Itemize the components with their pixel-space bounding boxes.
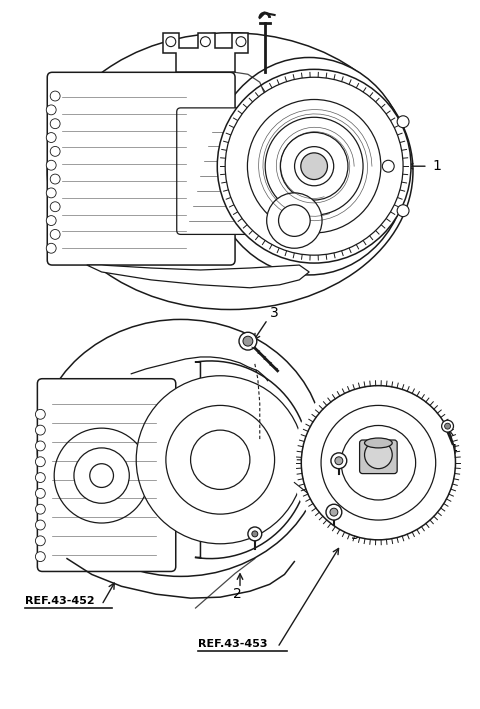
Circle shape: [252, 531, 258, 537]
Circle shape: [301, 386, 456, 540]
Circle shape: [36, 489, 45, 498]
Circle shape: [54, 428, 149, 523]
Circle shape: [331, 453, 347, 469]
Circle shape: [267, 193, 322, 248]
Ellipse shape: [364, 438, 392, 448]
Circle shape: [321, 406, 436, 520]
Circle shape: [201, 37, 210, 47]
Circle shape: [444, 423, 451, 429]
Circle shape: [397, 116, 409, 128]
Circle shape: [248, 527, 262, 541]
Ellipse shape: [210, 57, 408, 275]
Circle shape: [166, 37, 176, 47]
Circle shape: [46, 133, 56, 143]
Circle shape: [46, 188, 56, 198]
Circle shape: [50, 174, 60, 184]
Circle shape: [341, 425, 416, 500]
Circle shape: [50, 91, 60, 101]
Circle shape: [36, 536, 45, 546]
Circle shape: [36, 409, 45, 419]
Circle shape: [36, 425, 45, 435]
Circle shape: [243, 336, 253, 346]
Circle shape: [36, 473, 45, 483]
Circle shape: [50, 119, 60, 128]
Circle shape: [397, 205, 409, 217]
Circle shape: [217, 69, 411, 263]
Circle shape: [90, 464, 113, 488]
Circle shape: [50, 230, 60, 240]
Text: 2: 2: [233, 587, 242, 601]
Ellipse shape: [37, 320, 324, 576]
Circle shape: [301, 153, 327, 179]
Circle shape: [46, 243, 56, 253]
Ellipse shape: [47, 33, 413, 310]
Circle shape: [278, 205, 310, 236]
Circle shape: [36, 457, 45, 467]
Polygon shape: [163, 33, 248, 72]
Circle shape: [247, 99, 381, 233]
Circle shape: [239, 333, 257, 350]
Circle shape: [36, 504, 45, 514]
Circle shape: [383, 160, 394, 172]
Circle shape: [166, 406, 275, 514]
Circle shape: [50, 202, 60, 212]
FancyBboxPatch shape: [177, 108, 284, 235]
Circle shape: [326, 504, 342, 520]
Circle shape: [46, 216, 56, 225]
Text: 6: 6: [351, 441, 360, 455]
Circle shape: [291, 376, 466, 549]
Circle shape: [136, 376, 304, 544]
Circle shape: [36, 520, 45, 530]
Text: REF.43-453: REF.43-453: [199, 639, 268, 649]
Circle shape: [46, 105, 56, 115]
Text: 5: 5: [351, 528, 360, 542]
Circle shape: [330, 508, 338, 516]
FancyBboxPatch shape: [37, 379, 176, 571]
Text: REF.43-452: REF.43-452: [24, 596, 94, 606]
Circle shape: [191, 430, 250, 489]
Circle shape: [225, 77, 403, 255]
Polygon shape: [195, 361, 309, 559]
Text: 4: 4: [448, 443, 457, 457]
Circle shape: [50, 147, 60, 156]
Circle shape: [335, 457, 343, 464]
FancyBboxPatch shape: [360, 440, 397, 474]
Circle shape: [364, 441, 392, 469]
Circle shape: [295, 147, 334, 186]
Circle shape: [36, 552, 45, 562]
Circle shape: [265, 117, 363, 215]
Text: 1: 1: [433, 160, 442, 173]
FancyBboxPatch shape: [47, 72, 235, 265]
Circle shape: [236, 37, 246, 47]
Circle shape: [74, 448, 129, 503]
Circle shape: [280, 133, 348, 200]
Polygon shape: [87, 265, 309, 288]
Circle shape: [36, 441, 45, 451]
Circle shape: [46, 160, 56, 170]
Circle shape: [442, 420, 454, 432]
Text: 3: 3: [270, 306, 278, 320]
